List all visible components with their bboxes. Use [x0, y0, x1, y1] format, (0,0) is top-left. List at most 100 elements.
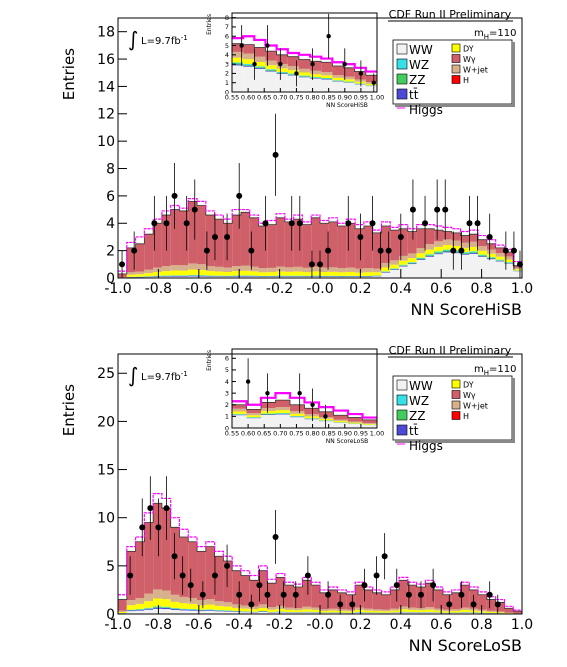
bin-DY: [407, 258, 417, 263]
bin-Wjet: [261, 408, 276, 412]
bin-Wjet: [416, 248, 426, 254]
lumi-exponent: -1: [181, 34, 188, 42]
bin-WW: [243, 66, 255, 92]
x-tick-label: -0.4: [226, 617, 253, 633]
bin-DY: [232, 411, 247, 414]
bin-DY: [144, 601, 154, 608]
bin-Wjet: [390, 608, 400, 611]
bin-WW: [265, 71, 277, 92]
legend-swatch: [396, 379, 408, 391]
bin-DY: [442, 244, 452, 250]
bin-DY: [240, 608, 250, 612]
bin-WW: [188, 276, 198, 278]
bin-Wjet: [161, 590, 171, 600]
bin-ZZ: [310, 77, 322, 79]
data-point: [357, 233, 364, 240]
bin-Wjet: [188, 263, 198, 270]
bin-Wjet: [399, 606, 408, 610]
bin-WW: [267, 276, 277, 278]
x-tick-label: -0.4: [226, 281, 253, 297]
x-tick-label: 0.65: [257, 94, 271, 102]
bin-ttbar: [451, 252, 461, 254]
bin-Wgamma: [372, 232, 382, 269]
y-tick-label: 5: [225, 366, 229, 374]
bin-ZZ: [254, 67, 266, 69]
y-tick-label: 10: [97, 511, 115, 527]
bin-Wjet: [232, 408, 247, 412]
bin-Wjet: [205, 266, 215, 272]
bin-WW: [425, 256, 435, 278]
bin-Wgamma: [504, 252, 514, 257]
bin-ttbar: [161, 276, 171, 277]
data-point: [236, 192, 243, 199]
y-tick-label: 8: [106, 161, 115, 177]
bin-DY: [513, 269, 522, 271]
bin-Wgamma: [240, 212, 250, 266]
bin-Wgamma: [302, 224, 312, 268]
bin-Wgamma: [267, 224, 277, 268]
data-point: [224, 562, 231, 569]
bin-ZZ: [495, 260, 505, 261]
bin-ttbar: [346, 276, 356, 277]
bin-WZ: [434, 251, 443, 253]
bin-Wgamma: [451, 232, 461, 241]
bin-WZ: [442, 249, 452, 251]
data-point: [179, 572, 186, 579]
x-tick-label: -1.0: [104, 281, 131, 297]
bin-WW: [302, 612, 312, 614]
bin-WW: [319, 421, 334, 428]
bin-ttbar: [504, 263, 514, 264]
bin-Wgamma: [355, 228, 364, 269]
bin-Wjet: [258, 268, 268, 273]
bin-ZZ: [504, 262, 514, 264]
bin-WW: [333, 422, 348, 428]
bin-DY: [442, 611, 452, 613]
bin-DY: [135, 603, 145, 610]
bin-Wgamma: [287, 56, 299, 67]
y-tick-label: 0: [106, 271, 115, 287]
y-tick-label: 1: [225, 413, 229, 421]
data-point: [131, 247, 138, 254]
bin-DY: [469, 246, 479, 252]
bin-Wjet: [232, 604, 241, 608]
bin-DY: [267, 272, 277, 276]
bin-Wgamma: [365, 75, 377, 83]
legend-swatch: [396, 409, 408, 421]
bin-Wjet: [126, 272, 136, 275]
bin-WW: [232, 415, 247, 428]
bin-DY: [170, 601, 180, 609]
bin-Wjet: [118, 610, 127, 612]
y-axis-label: Entries: [60, 48, 78, 100]
bin-Wjet: [265, 60, 277, 66]
bin-ttbar: [197, 275, 206, 277]
data-point: [294, 71, 299, 76]
legend-shadow: [512, 42, 515, 107]
bin-Wgamma: [363, 589, 373, 609]
bin-Wgamma: [434, 589, 443, 609]
bin-DY: [126, 605, 136, 610]
bin-ttbar: [469, 253, 479, 254]
bin-DY: [261, 411, 276, 414]
bin-WW: [276, 612, 285, 614]
bin-DY: [319, 418, 334, 421]
bin-Wgamma: [197, 551, 206, 601]
bin-ttbar: [153, 276, 162, 277]
data-point: [272, 533, 279, 540]
bin-ttbar: [170, 609, 180, 610]
bin-Wgamma: [284, 221, 294, 268]
bin-DY: [258, 272, 268, 276]
data-point: [326, 34, 331, 39]
bin-Wgamma: [486, 243, 496, 250]
bin-WZ: [275, 412, 290, 414]
mass-value: =110: [489, 364, 516, 375]
y-tick-label: 6: [106, 189, 115, 205]
legend-label: H: [463, 412, 469, 421]
data-point: [397, 233, 404, 240]
bin-DY: [243, 59, 255, 64]
legend-swatch: [451, 43, 461, 53]
bin-Wgamma: [425, 228, 435, 245]
bin-WW: [276, 276, 285, 278]
lumi-label: L=9.7fb-1: [141, 370, 188, 383]
bin-ttbar: [287, 74, 299, 76]
bin-Wgamma: [320, 592, 329, 610]
